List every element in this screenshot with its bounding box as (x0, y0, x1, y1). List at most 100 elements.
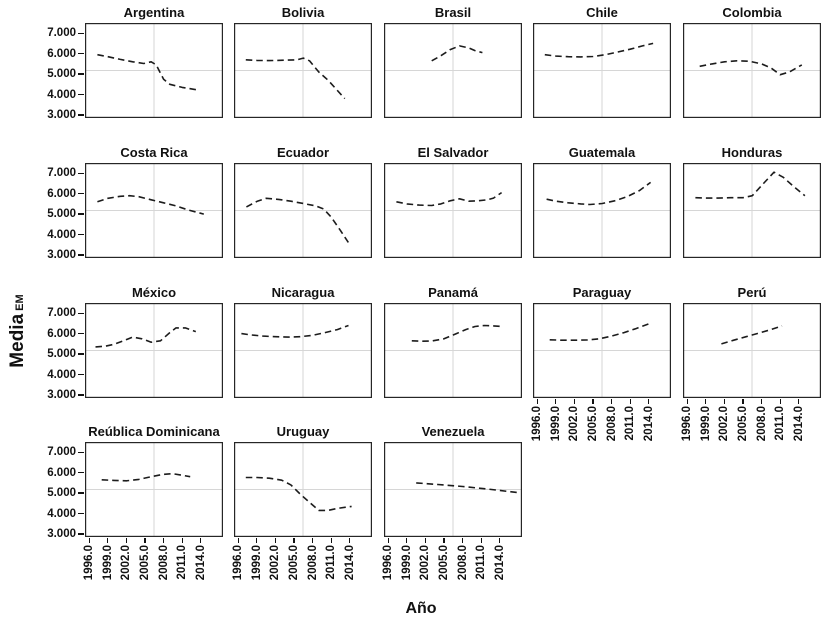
panel-border (85, 163, 223, 258)
x-tick-label: 2008.0 (306, 545, 319, 581)
x-tick-label: 2008.0 (605, 406, 618, 442)
panel-border (384, 442, 522, 537)
y-tick-label: 7.000 (47, 167, 76, 180)
panel-border (85, 303, 223, 398)
x-tick-mark (723, 399, 726, 404)
x-tick-mark (629, 399, 631, 404)
x-tick-mark (349, 538, 351, 543)
facet-plot-uruguay (234, 442, 372, 537)
data-line-nicaragua (241, 324, 349, 338)
y-tick-mark (78, 172, 84, 174)
data-line-costa-rica (97, 194, 205, 215)
x-tick-label: 2014.0 (493, 545, 506, 581)
data-line-paraguay (549, 322, 651, 341)
x-tick-label: 2011.0 (774, 406, 787, 441)
y-tick-mark (78, 533, 84, 535)
x-tick-mark (162, 538, 165, 543)
facet-plot-mexico (85, 303, 223, 398)
panel-border (683, 303, 821, 398)
facet-title-costa-rica: Costa Rica (120, 145, 188, 160)
facet-plot-nicaragua (234, 303, 372, 398)
y-tick-label: 4.000 (47, 88, 76, 101)
x-tick-mark (798, 399, 800, 404)
data-line-panama (411, 324, 502, 342)
panel-border (533, 163, 671, 258)
y-tick-label: 4.000 (47, 228, 76, 241)
y-tick-mark (78, 394, 84, 396)
data-line-uruguay (245, 476, 352, 512)
data-line-ecuador (246, 197, 350, 244)
y-tick-label: 5.000 (47, 487, 76, 500)
panel-border (384, 23, 522, 118)
x-tick-label: 2008.0 (456, 545, 469, 581)
y-axis-title-subscript: EM (14, 294, 26, 311)
y-tick-mark (78, 193, 84, 195)
facet-plot-peru (683, 303, 821, 398)
facet-title-honduras: Honduras (721, 145, 783, 160)
x-tick-mark (424, 538, 427, 543)
panel-border (234, 23, 372, 118)
data-line-reublica-dominicana (101, 472, 191, 482)
x-tick-label: 2002.0 (568, 406, 581, 442)
x-tick-label: 2002.0 (419, 545, 432, 581)
facet-title-el-salvador: El Salvador (417, 145, 489, 160)
facet-plot-el-salvador (384, 163, 522, 258)
x-tick-mark (107, 538, 109, 543)
y-tick-mark (78, 492, 84, 494)
y-tick-label: 6.000 (47, 327, 76, 340)
x-tick-label: 1999.0 (250, 545, 263, 581)
facet-plot-chile (533, 23, 671, 118)
x-tick-label: 2011.0 (325, 545, 338, 580)
panel-border (384, 303, 522, 398)
facet-plot-paraguay (533, 303, 671, 398)
facet-title-bolivia: Bolivia (281, 5, 325, 20)
y-tick-label: 6.000 (47, 47, 76, 60)
x-tick-label: 2014.0 (792, 406, 805, 442)
x-tick-label: 1999.0 (101, 545, 114, 581)
facet-title-brasil: Brasil (434, 5, 472, 20)
panel-border (533, 23, 671, 118)
x-tick-mark (200, 538, 202, 543)
y-tick-label: 6.000 (47, 187, 76, 200)
facet-plot-argentina (85, 23, 223, 118)
y-tick-label: 3.000 (47, 527, 76, 540)
facet-title-nicaragua: Nicaragua (271, 285, 335, 300)
x-tick-label: 2011.0 (475, 545, 488, 580)
facet-plot-ecuador (234, 163, 372, 258)
x-tick-mark (144, 538, 146, 543)
y-tick-mark (78, 312, 84, 314)
facet-title-guatemala: Guatemala (568, 145, 636, 160)
data-line-colombia (699, 60, 803, 76)
x-tick-label: 1999.0 (549, 406, 562, 442)
y-tick-mark (78, 114, 84, 116)
panel-border (234, 442, 372, 537)
data-line-venezuela (416, 482, 518, 494)
x-tick-label: 2005.0 (587, 406, 600, 442)
x-tick-label: 2002.0 (120, 545, 133, 581)
facet-title-reublica-dominicana: Reública Dominicana (88, 424, 220, 439)
x-tick-mark (536, 399, 538, 404)
facet-plot-venezuela (384, 442, 522, 537)
y-tick-label: 7.000 (47, 446, 76, 459)
panel-border (533, 303, 671, 398)
x-tick-mark (311, 538, 314, 543)
x-tick-mark (610, 399, 613, 404)
y-tick-mark (78, 353, 84, 355)
y-tick-mark (78, 213, 84, 215)
y-tick-mark (78, 451, 84, 453)
panel-border (85, 442, 223, 537)
x-tick-label: 1999.0 (400, 545, 413, 581)
facet-title-argentina: Argentina (123, 5, 185, 20)
y-tick-mark (78, 93, 84, 96)
x-tick-label: 1996.0 (681, 406, 694, 442)
x-tick-mark (686, 399, 688, 404)
facet-plot-reublica-dominicana (85, 442, 223, 537)
x-tick-label: 2002.0 (269, 545, 282, 581)
y-tick-mark (78, 254, 84, 256)
x-tick-label: 2005.0 (139, 545, 152, 581)
x-tick-label: 2002.0 (718, 406, 731, 442)
x-axis-title: Año (405, 600, 437, 617)
y-tick-label: 4.000 (47, 507, 76, 520)
x-tick-mark (648, 399, 650, 404)
